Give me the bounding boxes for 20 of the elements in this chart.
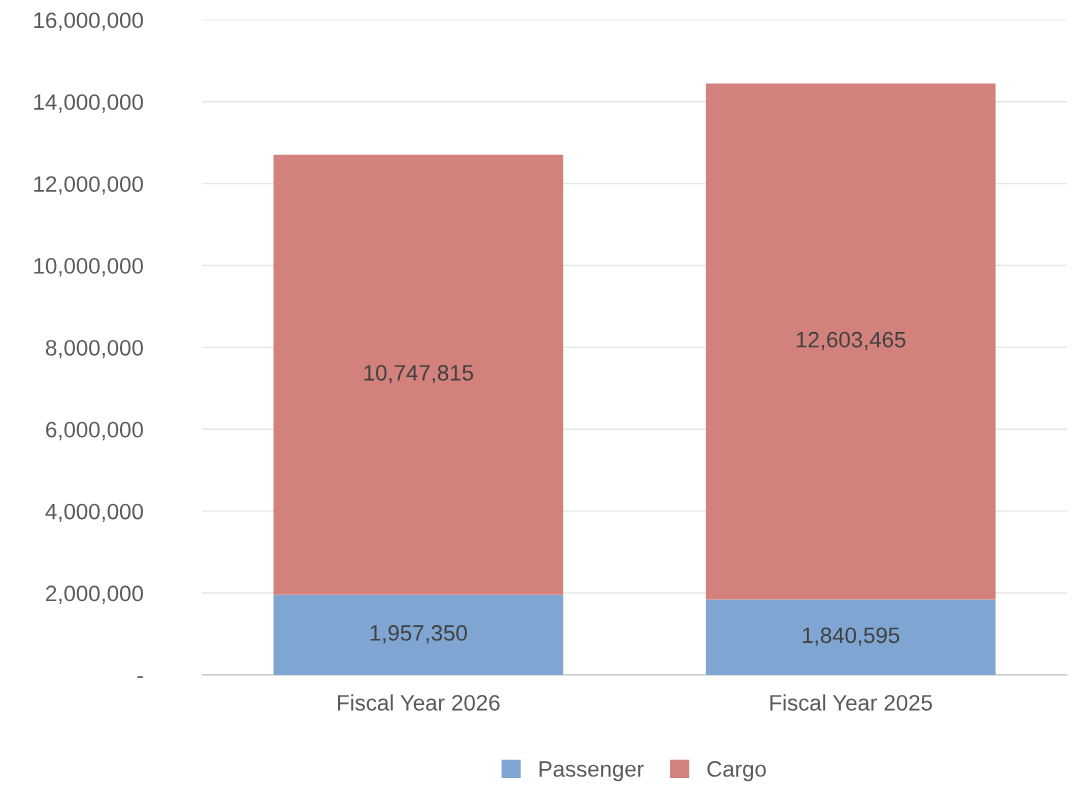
legend-label: Passenger: [539, 761, 644, 782]
bar: [273, 594, 564, 675]
y-tick-label: -: [137, 676, 143, 678]
y-tick-label: 4,000,000: [45, 503, 143, 523]
y-tick-label: 2,000,000: [46, 585, 143, 604]
y-tick-label: 10,000,000: [34, 258, 143, 277]
data-label: 1,840,595: [803, 627, 900, 646]
y-tick-label: 12,000,000: [34, 176, 143, 195]
bar: [273, 154, 564, 595]
x-tick-label: Fiscal Year 2026: [338, 694, 500, 711]
y-tick-label: 14,000,000: [34, 94, 143, 113]
bar: [705, 599, 996, 675]
data-label: 12,603,465: [796, 331, 906, 351]
y-tick-label: 8,000,000: [45, 339, 143, 359]
x-tick-label: Fiscal Year 2025: [770, 694, 932, 711]
data-label: 10,747,815: [364, 364, 474, 384]
legend-label: Cargo: [707, 761, 766, 782]
y-tick-label: 16,000,000: [34, 12, 143, 31]
y-tick-label: 6,000,000: [46, 421, 143, 441]
data-label: 1,957,350: [370, 625, 467, 644]
